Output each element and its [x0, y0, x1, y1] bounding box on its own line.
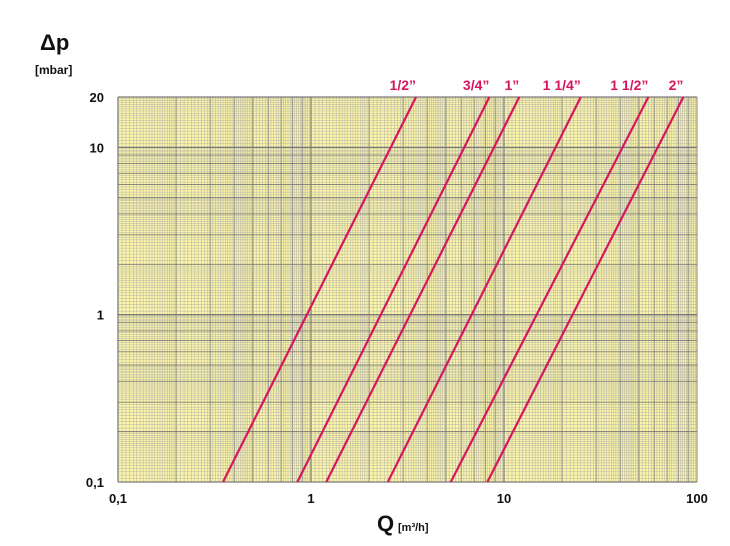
y-tick-label: 0,1 [86, 475, 104, 490]
y-tick-label: 20 [90, 90, 104, 105]
x-axis-unit: [m³/h] [398, 522, 429, 534]
series-label-4: 1 1/4” [543, 77, 581, 93]
y-axis-ticks: 0,1 1 10 20 [86, 90, 104, 490]
plot-area [118, 97, 697, 482]
x-tick-label: 0,1 [109, 491, 127, 506]
series-label-2: 3/4” [463, 77, 489, 93]
x-tick-label: 100 [686, 491, 708, 506]
series-line-5 [449, 96, 650, 483]
x-axis-ticks: 0,1 1 10 100 [109, 491, 708, 506]
series-line-6 [486, 96, 685, 483]
series-label-5: 1 1/2” [610, 77, 648, 93]
x-tick-label: 10 [497, 491, 511, 506]
series-line-2 [296, 96, 491, 483]
series-label-3: 1” [504, 77, 519, 93]
x-axis-label: Q [377, 511, 394, 536]
series-line-4 [386, 96, 582, 483]
legend-labels: 1/2” 3/4” 1” 1 1/4” 1 1/2” 2” [390, 77, 684, 93]
y-tick-label: 10 [90, 140, 104, 155]
series-line-1 [222, 96, 417, 483]
x-tick-label: 1 [307, 491, 314, 506]
y-axis-label: Δp [40, 30, 69, 55]
y-tick-label: 1 [97, 308, 104, 323]
series-line-3 [325, 96, 521, 483]
series-label-6: 2” [669, 77, 684, 93]
series-lines [222, 96, 685, 483]
y-axis-unit: [mbar] [35, 63, 72, 77]
series-label-1: 1/2” [390, 77, 416, 93]
grid-lines [117, 96, 698, 483]
